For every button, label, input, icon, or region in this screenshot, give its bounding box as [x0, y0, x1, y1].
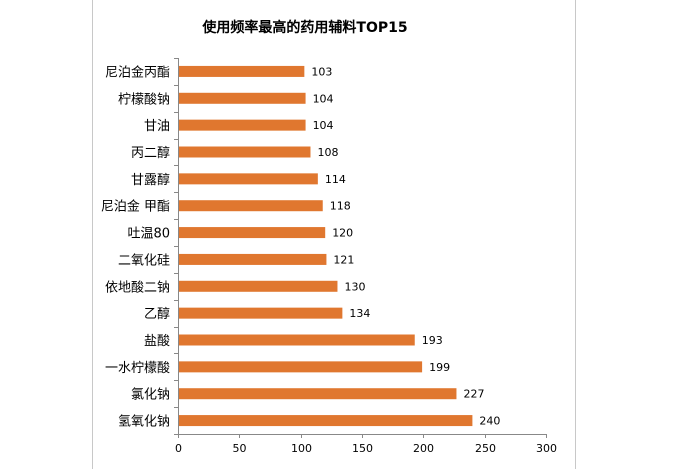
data-label: 121: [333, 253, 354, 266]
bar-5: [179, 173, 318, 185]
data-label: 227: [463, 388, 484, 401]
bar-4: [179, 146, 311, 158]
chart-title: 使用频率最高的药用辅料TOP15: [201, 19, 407, 36]
category-label: 一水柠檬酸: [105, 361, 170, 376]
category-label: 氢氧化钠: [118, 415, 170, 430]
data-label: 114: [325, 173, 346, 186]
data-label: 130: [344, 280, 365, 293]
bar-7: [179, 227, 326, 239]
category-label: 吐温80: [127, 227, 170, 242]
x-tick-label: 0: [175, 442, 182, 455]
bar-9: [179, 280, 338, 292]
bar-2: [179, 92, 306, 104]
bar-8: [179, 253, 327, 265]
data-label: 134: [349, 307, 370, 320]
bar-3: [179, 119, 306, 131]
x-tick-label: 250: [475, 442, 496, 455]
bar-12: [179, 361, 423, 373]
data-label: 103: [311, 65, 332, 78]
data-label: 104: [313, 119, 334, 132]
category-label: 甘露醇: [131, 172, 170, 188]
category-label: 氯化钠: [131, 388, 170, 403]
x-tick-label: 50: [233, 442, 247, 455]
data-label: 199: [429, 361, 450, 374]
category-label: 盐酸: [144, 334, 170, 349]
category-label: 尼泊金丙酯: [105, 64, 170, 80]
category-label: 二氧化硅: [118, 253, 170, 268]
category-label: 乙醇: [144, 306, 170, 322]
bar-6: [179, 200, 323, 212]
category-label: 柠檬酸钠: [118, 92, 170, 107]
bar-1: [179, 65, 305, 77]
data-label: 104: [313, 92, 334, 105]
bar-13: [179, 388, 457, 400]
data-label: 118: [330, 200, 351, 213]
x-tick-label: 200: [413, 442, 434, 455]
category-label: 依地酸二钠: [105, 280, 170, 295]
category-label: 甘油: [144, 119, 170, 134]
bar-10: [179, 307, 343, 319]
x-tick-label: 100: [291, 442, 312, 455]
x-tick-label: 150: [352, 442, 373, 455]
plot-area: 0 50 100 150 200 250 300 103 尼泊金丙酯 104 柠檬酸钠 104 甘油 10…: [101, 58, 557, 455]
category-label: 丙二醇: [131, 145, 170, 161]
data-label: 240: [479, 415, 500, 428]
data-label: 108: [317, 146, 338, 159]
data-label: 193: [422, 334, 443, 347]
bar-14: [179, 415, 473, 427]
bar-11: [179, 334, 415, 346]
data-label: 120: [332, 227, 353, 240]
x-tick-label: 300: [536, 442, 557, 455]
category-label: 尼泊金 甲酯: [101, 199, 170, 215]
